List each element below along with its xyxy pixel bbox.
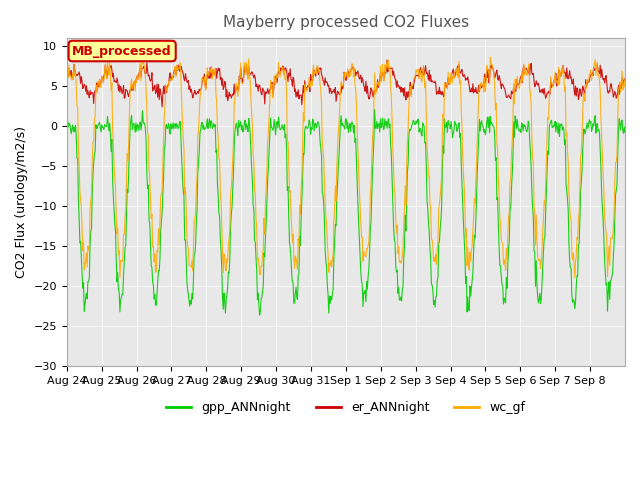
er_ANNnight (259, 87, 267, 93)
er_ANNnight (63, 74, 70, 80)
wc_gf (281, 76, 289, 82)
Line: wc_gf: wc_gf (67, 53, 625, 278)
Line: er_ANNnight: er_ANNnight (67, 60, 625, 107)
gpp_ANNnight (280, 122, 288, 128)
er_ANNnight (129, 82, 136, 88)
gpp_ANNnight (405, 132, 413, 138)
er_ANNnight (405, 94, 413, 100)
Title: Mayberry processed CO2 Fluxes: Mayberry processed CO2 Fluxes (223, 15, 469, 30)
gpp_ANNnight (436, 226, 444, 231)
gpp_ANNnight (231, 128, 239, 133)
gpp_ANNnight (63, 124, 70, 130)
wc_gf (139, 50, 147, 56)
gpp_ANNnight (621, 130, 629, 135)
wc_gf (63, 74, 70, 80)
gpp_ANNnight (371, 107, 378, 112)
wc_gf (116, 275, 124, 281)
Y-axis label: CO2 Flux (urology/m2/s): CO2 Flux (urology/m2/s) (15, 126, 28, 278)
er_ANNnight (383, 57, 391, 63)
er_ANNnight (280, 69, 288, 75)
Line: gpp_ANNnight: gpp_ANNnight (67, 109, 625, 315)
wc_gf (405, 103, 413, 109)
Legend: gpp_ANNnight, er_ANNnight, wc_gf: gpp_ANNnight, er_ANNnight, wc_gf (161, 396, 531, 419)
er_ANNnight (621, 78, 629, 84)
gpp_ANNnight (129, 127, 136, 132)
wc_gf (129, 85, 137, 91)
wc_gf (232, 80, 240, 86)
er_ANNnight (158, 104, 166, 110)
gpp_ANNnight (256, 312, 264, 318)
gpp_ANNnight (259, 283, 267, 288)
Text: MB_processed: MB_processed (72, 45, 172, 58)
wc_gf (260, 216, 268, 221)
wc_gf (621, 84, 629, 90)
wc_gf (436, 193, 444, 199)
er_ANNnight (232, 87, 239, 93)
er_ANNnight (436, 91, 444, 97)
